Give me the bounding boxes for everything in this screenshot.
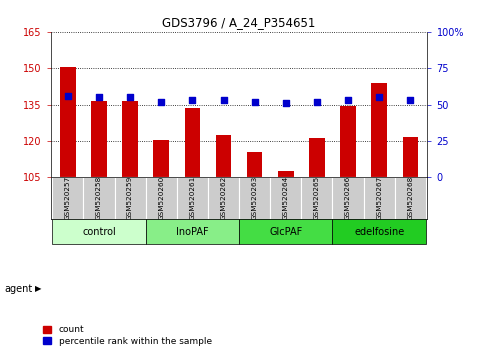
Text: agent: agent — [5, 284, 33, 293]
Bar — [341, 106, 356, 177]
Text: InoPAF: InoPAF — [176, 227, 209, 237]
Bar — [270, 177, 301, 219]
Bar — [402, 137, 418, 177]
Bar — [114, 177, 146, 219]
Legend: count, percentile rank within the sample: count, percentile rank within the sample — [43, 325, 212, 346]
Title: GDS3796 / A_24_P354651: GDS3796 / A_24_P354651 — [162, 16, 316, 29]
Bar — [84, 177, 114, 219]
Text: control: control — [82, 227, 116, 237]
Text: GSM520265: GSM520265 — [314, 176, 320, 220]
Bar — [371, 83, 387, 177]
Bar — [146, 177, 177, 219]
Bar — [301, 177, 332, 219]
Bar — [332, 219, 426, 244]
Bar — [309, 138, 325, 177]
Text: GSM520267: GSM520267 — [376, 176, 382, 220]
Text: GSM520259: GSM520259 — [127, 176, 133, 220]
Bar — [177, 177, 208, 219]
Point — [344, 97, 352, 103]
Text: GSM520261: GSM520261 — [189, 176, 196, 220]
Point — [282, 100, 290, 106]
Point — [407, 97, 414, 103]
Bar — [52, 219, 146, 244]
Text: GSM520262: GSM520262 — [221, 176, 227, 220]
Bar — [122, 101, 138, 177]
Text: edelfosine: edelfosine — [354, 227, 404, 237]
Bar — [395, 177, 426, 219]
Point — [375, 95, 383, 100]
Text: GSM520263: GSM520263 — [252, 176, 257, 220]
Text: GlcPAF: GlcPAF — [269, 227, 302, 237]
Bar — [247, 152, 262, 177]
Text: GSM520258: GSM520258 — [96, 176, 102, 220]
Text: GSM520266: GSM520266 — [345, 176, 351, 220]
Bar — [52, 177, 84, 219]
Bar — [239, 177, 270, 219]
Text: ▶: ▶ — [35, 284, 41, 293]
Point — [157, 99, 165, 104]
Point — [126, 95, 134, 100]
Bar — [146, 219, 239, 244]
Bar — [332, 177, 364, 219]
Bar — [60, 67, 76, 177]
Text: GSM520264: GSM520264 — [283, 176, 289, 220]
Bar — [278, 171, 294, 177]
Point — [251, 99, 258, 104]
Point — [64, 93, 71, 99]
Text: GSM520257: GSM520257 — [65, 176, 71, 220]
Bar — [208, 177, 239, 219]
Point — [95, 95, 103, 100]
Bar — [91, 101, 107, 177]
Text: GSM520268: GSM520268 — [407, 176, 413, 220]
Point — [188, 97, 196, 103]
Point — [220, 97, 227, 103]
Bar — [239, 219, 332, 244]
Bar — [364, 177, 395, 219]
Bar — [154, 141, 169, 177]
Bar — [185, 108, 200, 177]
Text: GSM520260: GSM520260 — [158, 176, 164, 220]
Point — [313, 99, 321, 104]
Bar — [216, 135, 231, 177]
